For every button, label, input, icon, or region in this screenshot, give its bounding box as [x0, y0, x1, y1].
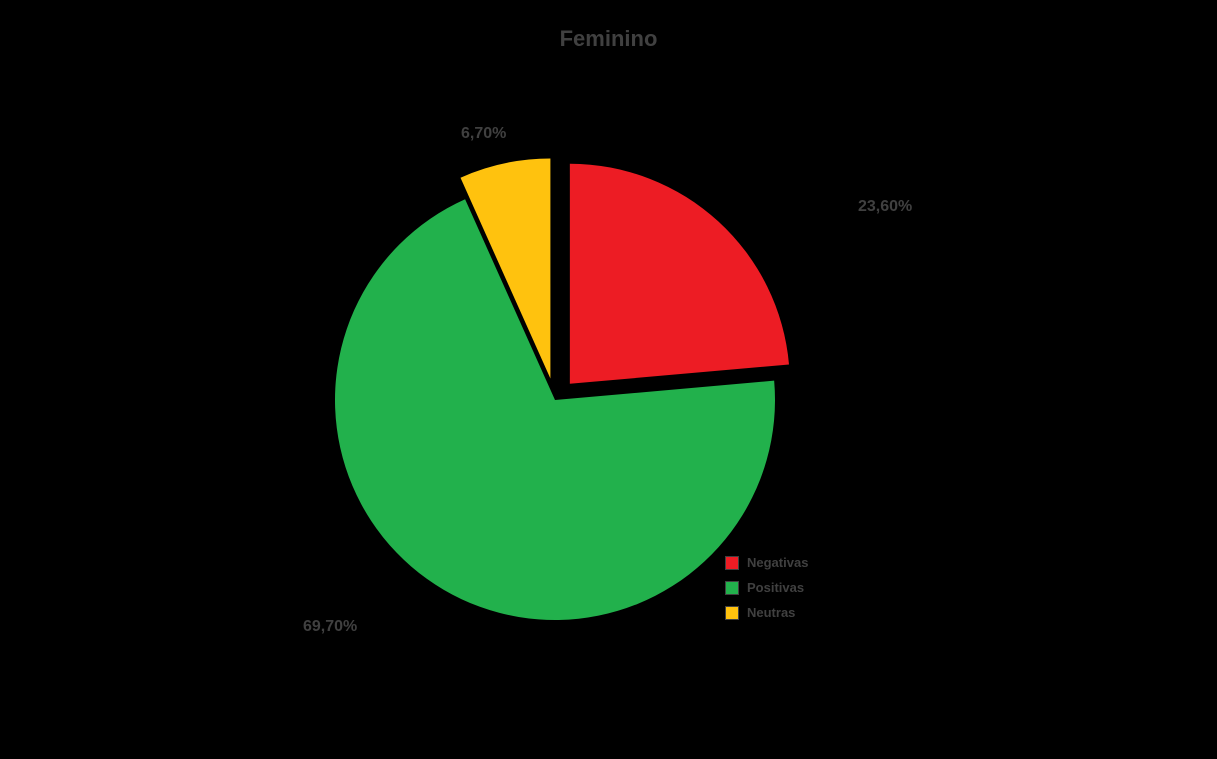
- legend-swatch-positivas: [725, 581, 739, 595]
- legend-item-positivas: Positivas: [725, 580, 808, 595]
- pie-chart-svg: [0, 0, 1217, 759]
- chart-legend: Negativas Positivas Neutras: [725, 555, 808, 630]
- legend-item-negativas: Negativas: [725, 555, 808, 570]
- legend-item-neutras: Neutras: [725, 605, 808, 620]
- data-label-neutras: 6,70%: [461, 125, 506, 143]
- legend-label-positivas: Positivas: [747, 580, 804, 595]
- legend-swatch-negativas: [725, 556, 739, 570]
- pie-chart-container: Feminino 23,60% 69,70% 6,70% Negativas P…: [0, 0, 1217, 759]
- legend-swatch-neutras: [725, 606, 739, 620]
- data-label-positivas: 69,70%: [303, 618, 357, 636]
- data-label-negativas: 23,60%: [858, 198, 912, 216]
- pie-slice-negativas: [570, 164, 789, 384]
- legend-label-neutras: Neutras: [747, 605, 795, 620]
- legend-label-negativas: Negativas: [747, 555, 808, 570]
